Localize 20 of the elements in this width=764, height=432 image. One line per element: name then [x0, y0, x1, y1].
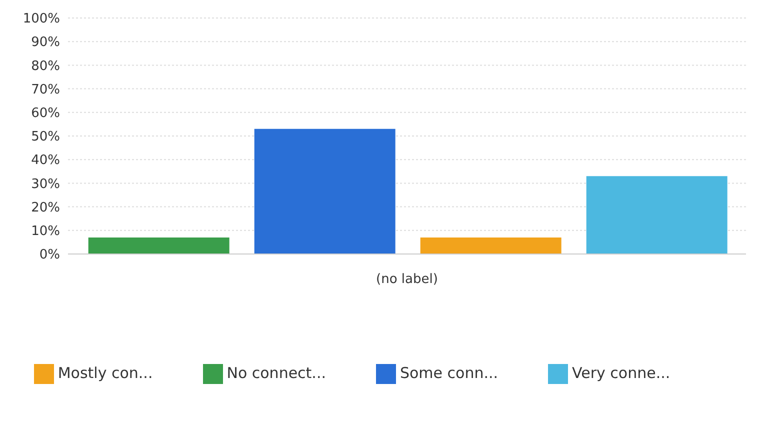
x-tick-label: (no label) [376, 272, 438, 288]
y-tick-label: 60% [31, 106, 60, 122]
y-tick-label: 70% [31, 82, 60, 98]
bar [88, 237, 230, 254]
bar [586, 176, 728, 254]
y-tick-label: 50% [31, 130, 60, 145]
bar [420, 237, 562, 254]
bar [254, 128, 396, 254]
legend-label: Very conne... [572, 364, 670, 382]
legend-label: Mostly con... [58, 364, 153, 382]
y-tick-label: 80% [31, 58, 60, 74]
y-tick-label: 0% [39, 248, 60, 263]
y-tick-label: 20% [31, 200, 60, 216]
y-tick-label: 100% [22, 12, 60, 27]
y-tick-label: 30% [31, 176, 60, 192]
legend-label: No connect... [226, 364, 326, 382]
y-tick-label: 40% [31, 153, 60, 168]
legend-label: Some conn... [400, 364, 498, 382]
y-tick-label: 90% [31, 35, 60, 50]
y-tick-label: 10% [31, 224, 60, 240]
